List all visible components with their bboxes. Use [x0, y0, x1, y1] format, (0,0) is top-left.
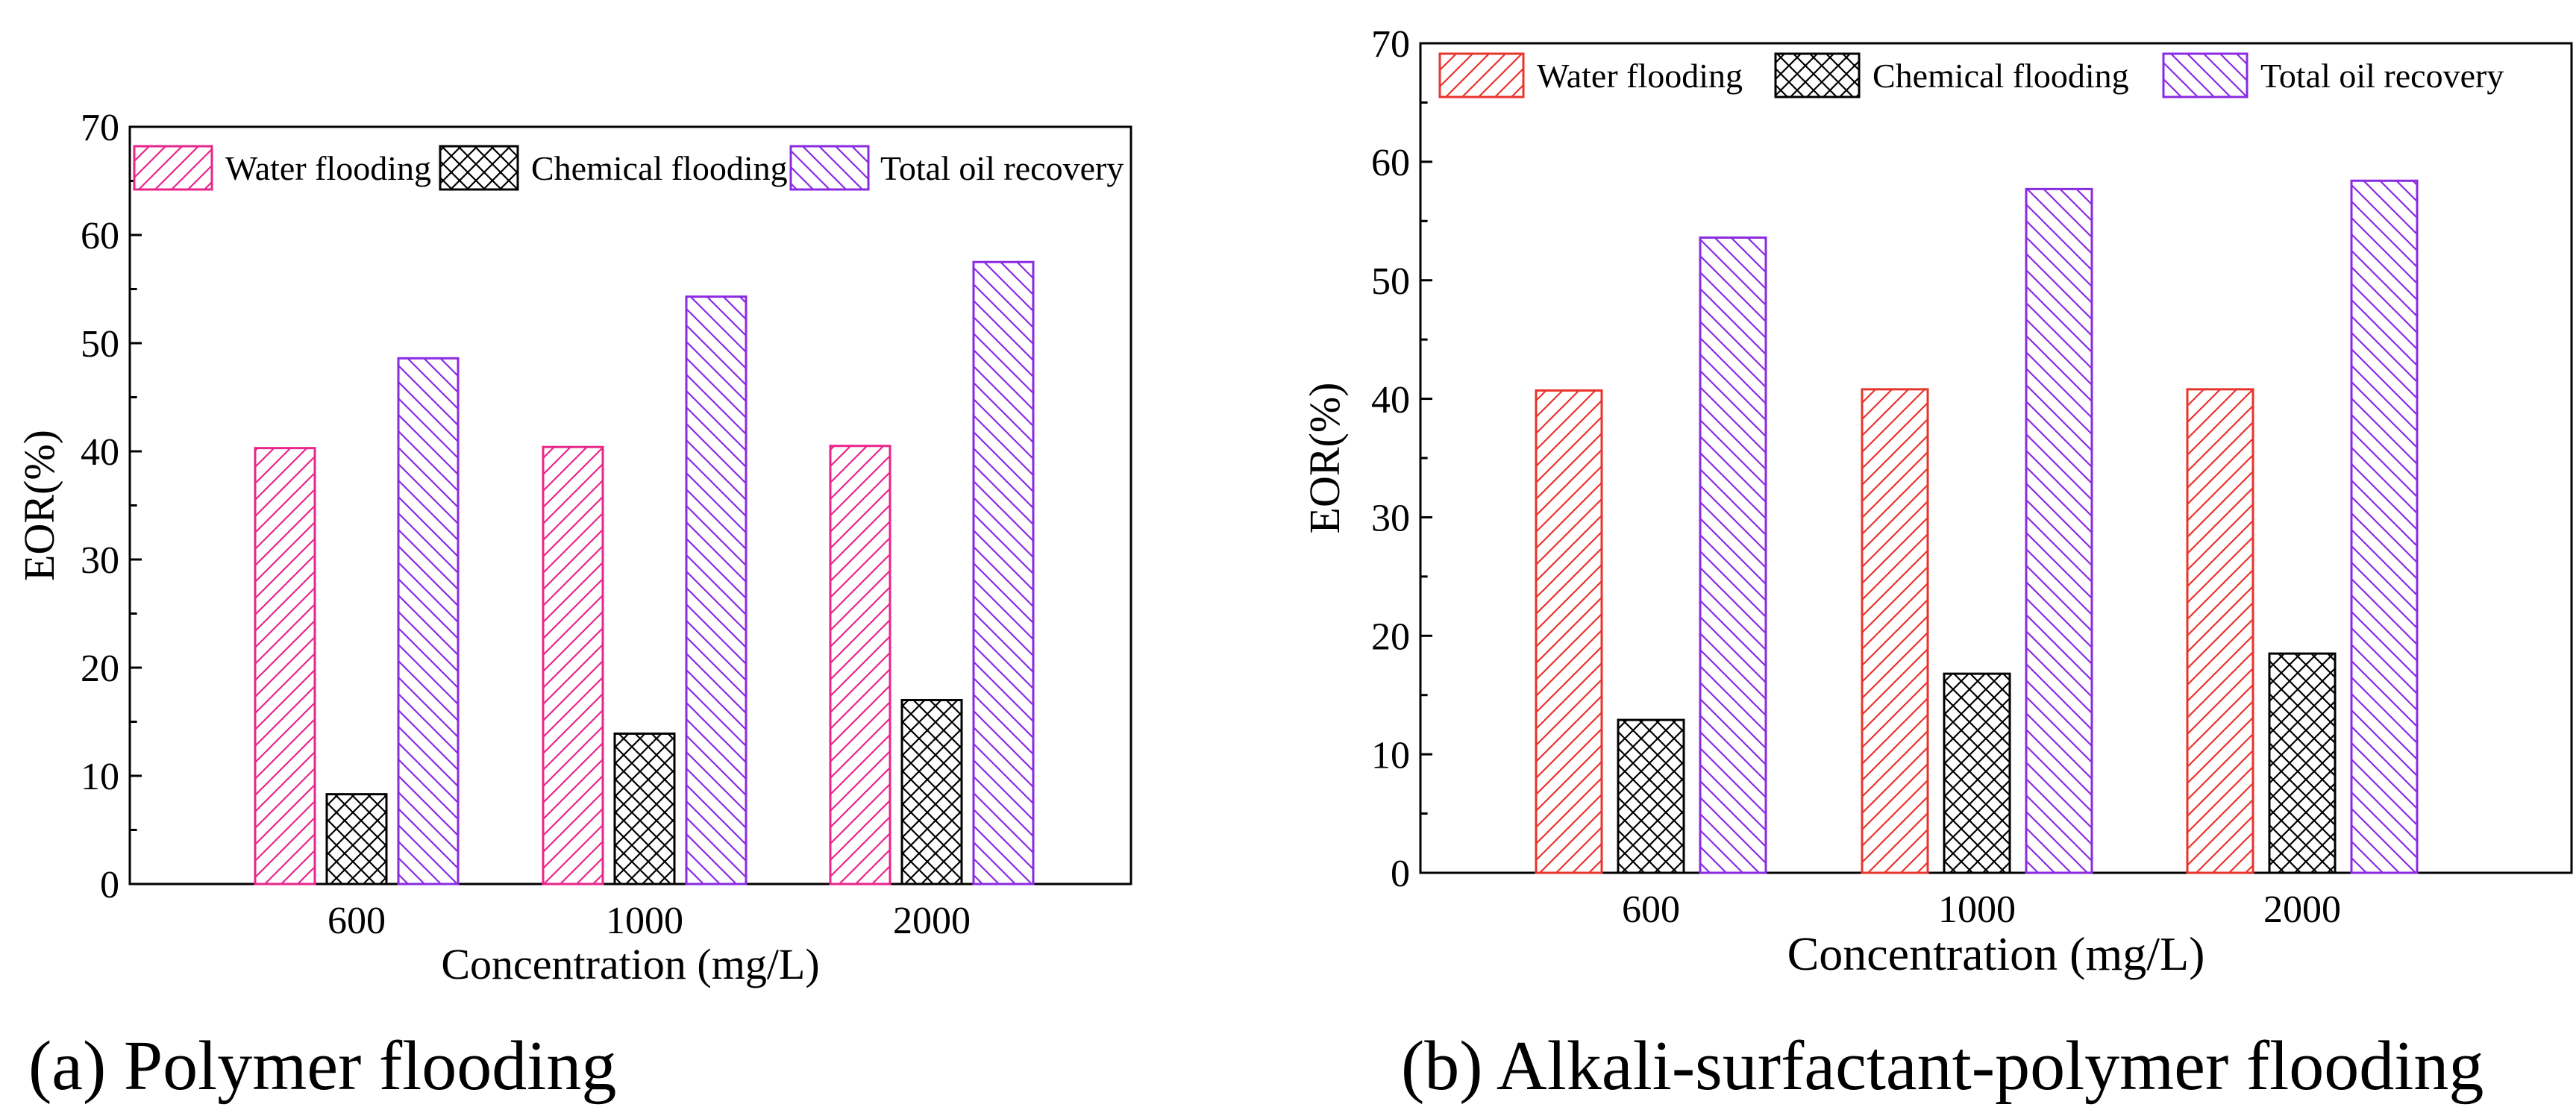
- y-tick-label: 0: [1391, 853, 1410, 895]
- bar-water-flooding: [2186, 388, 2254, 874]
- legend-swatch: [439, 145, 519, 191]
- legend-swatch: [133, 145, 213, 191]
- y-tick-label: 0: [100, 864, 119, 906]
- legend-item: Total oil recovery: [789, 145, 1124, 191]
- legend-item: Chemical flooding: [1774, 52, 2129, 98]
- legend-label: Water flooding: [225, 149, 431, 187]
- legend-swatch: [789, 145, 870, 191]
- y-tick-label: 30: [81, 539, 119, 582]
- y-tick-label: 20: [81, 648, 119, 690]
- legend-label: Water flooding: [1537, 57, 1743, 95]
- bar-total-oil-recovery: [1699, 236, 1767, 874]
- bar-total-oil-recovery: [972, 260, 1035, 885]
- bar-chemical-flooding: [2268, 652, 2337, 874]
- legend-swatch: [2162, 52, 2248, 98]
- bar-total-oil-recovery: [2025, 187, 2093, 874]
- y-axis: 0 10 20 30 40 50 60 70: [1371, 23, 1432, 895]
- legend-item: Water flooding: [133, 145, 431, 191]
- y-tick-label: 60: [81, 215, 119, 257]
- x-axis-label: Concentration (mg/L): [441, 940, 819, 988]
- bar-total-oil-recovery: [2350, 179, 2419, 874]
- bar-chemical-flooding: [325, 793, 388, 885]
- x-axis-label: Concentration (mg/L): [1787, 927, 2205, 980]
- legend-swatch: [1438, 52, 1525, 98]
- bar-water-flooding: [1861, 388, 1929, 874]
- x-tick-label: 1000: [1938, 888, 2016, 931]
- y-axis: 0 10 20 30 40 50 60 70: [81, 107, 142, 906]
- bar-water-flooding: [1535, 389, 1603, 874]
- legend-label: Total oil recovery: [880, 149, 1124, 187]
- x-axis: 600 1000 2000: [1622, 861, 2341, 931]
- x-tick-label: 600: [1622, 888, 1680, 931]
- legend-item: Water flooding: [1438, 52, 1743, 98]
- bar-group: [1535, 179, 2419, 874]
- y-tick-label: 10: [81, 756, 119, 798]
- y-tick-label: 50: [81, 323, 119, 366]
- legend-item: Chemical flooding: [439, 145, 788, 191]
- y-tick-label: 20: [1371, 615, 1410, 658]
- bar-total-oil-recovery: [397, 357, 460, 885]
- bar-water-flooding: [254, 447, 316, 885]
- legend: Water flooding Chemical flooding Total oil…: [133, 145, 1124, 191]
- bar-chemical-flooding: [1617, 718, 1685, 874]
- bar-chemical-flooding: [613, 732, 676, 885]
- bar-water-flooding: [829, 445, 891, 885]
- x-tick-label: 600: [328, 900, 386, 942]
- legend-item: Total oil recovery: [2162, 52, 2504, 98]
- x-tick-label: 2000: [2263, 888, 2341, 931]
- y-tick-label: 10: [1371, 734, 1410, 777]
- y-tick-label: 40: [81, 431, 119, 474]
- y-tick-label: 70: [81, 107, 119, 149]
- y-axis-label: EOR(%): [1300, 383, 1349, 534]
- legend: Water flooding Chemical flooding Total oil…: [1438, 52, 2504, 98]
- bar-chemical-flooding: [1943, 672, 2011, 874]
- x-axis: 600 1000 2000: [328, 872, 971, 942]
- y-tick-label: 70: [1371, 23, 1410, 66]
- bar-total-oil-recovery: [685, 295, 748, 885]
- panel-a-polymer-flooding: 0 10 20 30 40 50 60 70 600 1000 2000 Water floodi…: [15, 107, 1132, 1105]
- legend-swatch: [1774, 52, 1861, 98]
- y-tick-label: 40: [1371, 379, 1410, 421]
- x-tick-label: 1000: [606, 900, 683, 942]
- bar-group: [254, 260, 1035, 885]
- bar-chemical-flooding: [900, 699, 963, 885]
- y-tick-label: 30: [1371, 498, 1410, 540]
- bar-water-flooding: [542, 445, 604, 885]
- panel-b-asp-flooding: 0 10 20 30 40 50 60 70 600 1000 2000 Water floodi…: [1300, 23, 2573, 1105]
- x-tick-label: 2000: [893, 900, 971, 942]
- y-axis-label: EOR(%): [15, 430, 63, 581]
- panel-caption: (a) Polymer flooding: [28, 1027, 616, 1105]
- y-tick-label: 50: [1371, 260, 1410, 303]
- legend-label: Chemical flooding: [1873, 57, 2129, 95]
- panel-caption: (b) Alkali-surfactant-polymer flooding: [1401, 1027, 2483, 1105]
- legend-label: Total oil recovery: [2260, 57, 2504, 95]
- y-tick-label: 60: [1371, 142, 1410, 184]
- legend-label: Chemical flooding: [531, 149, 788, 187]
